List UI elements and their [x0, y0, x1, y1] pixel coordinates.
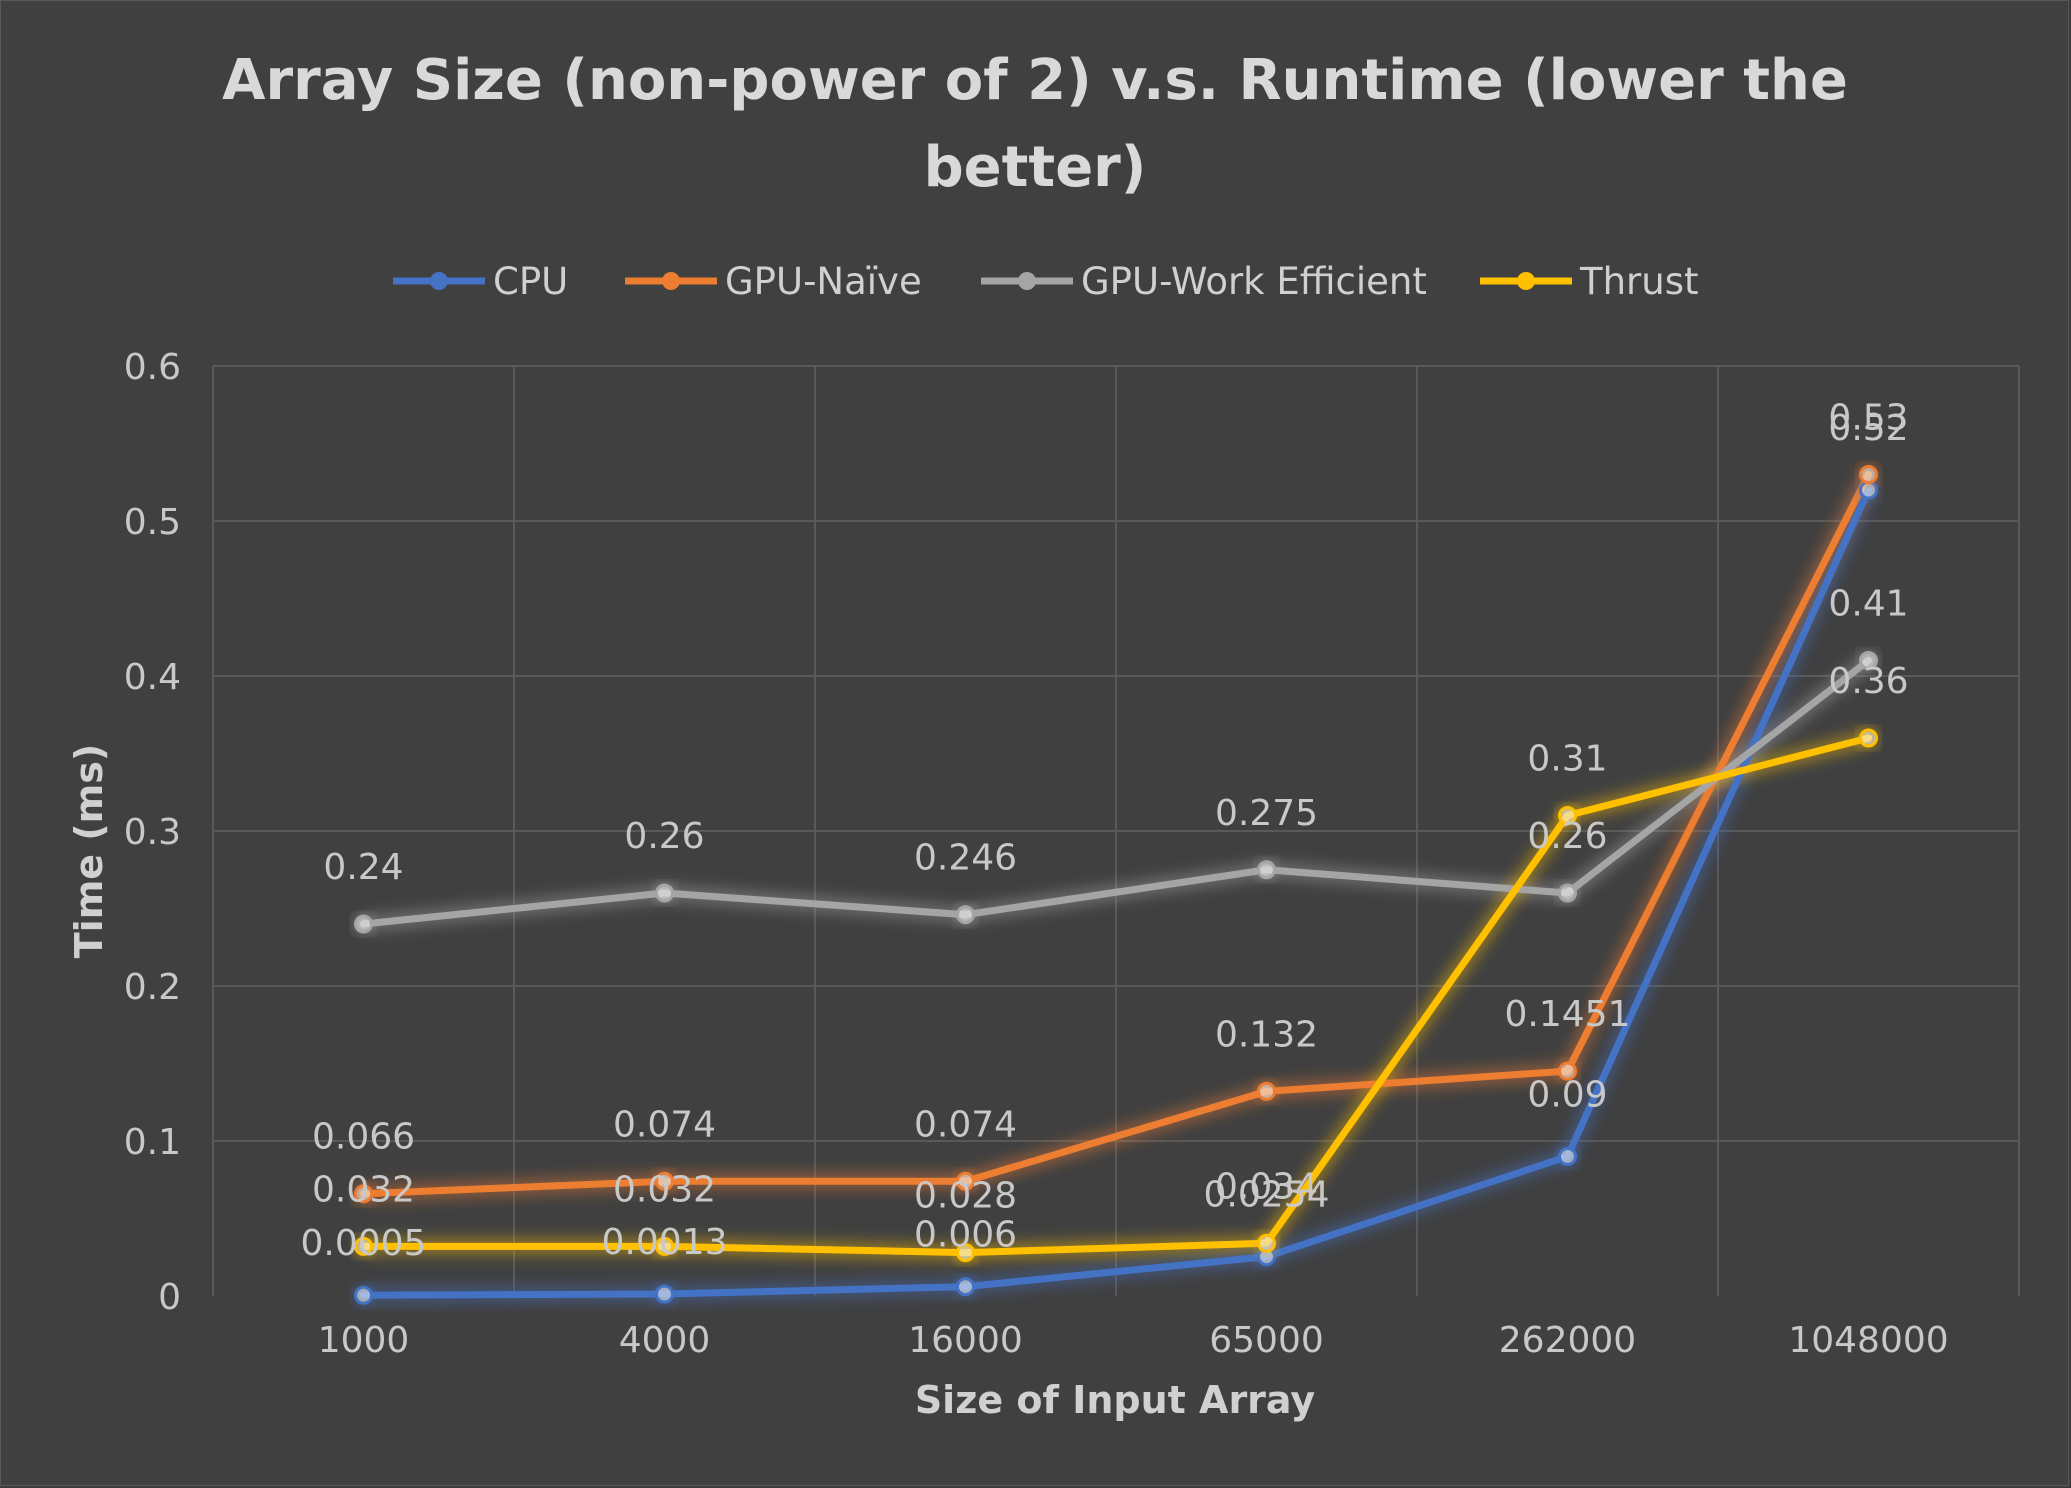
chart-title-line-2: better)	[924, 135, 1147, 200]
legend-item: GPU-Naïve	[625, 260, 922, 303]
data-labels: 0.0005 0.0013 0.006 0.0254 0.09 0.52 0.066 0.07…	[301, 398, 1909, 1265]
x-axis-ticks: 1000 4000 16000 65000 262000 1048000	[318, 1320, 1949, 1361]
data-label: 0.132	[1215, 1014, 1318, 1055]
y-axis-title: Time (ms)	[67, 744, 111, 959]
series-points	[353, 464, 1879, 1306]
x-tick-label: 1048000	[1788, 1320, 1948, 1361]
legend-item: GPU-Work Efficient	[981, 260, 1427, 303]
x-axis-title: Size of Input Array	[915, 1378, 1316, 1422]
data-label: 0.034	[1215, 1166, 1318, 1207]
legend-item: Thrust	[1480, 260, 1699, 303]
data-label: 0.31	[1527, 739, 1607, 780]
data-point	[956, 1243, 975, 1263]
y-axis-ticks: 0 0.1 0.2 0.3 0.4 0.5 0.6	[124, 347, 181, 1318]
data-point	[655, 883, 674, 903]
data-label: 0.275	[1215, 793, 1318, 834]
data-point	[956, 905, 975, 925]
y-tick-label: 0.2	[124, 967, 181, 1008]
data-point	[655, 1284, 674, 1304]
data-point	[655, 1171, 674, 1191]
data-label: 0.52	[1828, 408, 1908, 449]
data-point	[354, 914, 373, 934]
data-point	[1558, 1147, 1577, 1166]
legend: CPU GPU-Naïve GPU-Work Efficient Thrust	[393, 260, 1699, 303]
y-tick-label: 0.4	[124, 657, 181, 698]
data-point	[1558, 806, 1577, 825]
series-lines	[360, 471, 1872, 1299]
data-label: 0.032	[613, 1169, 716, 1210]
data-point	[354, 1184, 373, 1204]
series-line	[360, 471, 1872, 1198]
data-point	[1859, 728, 1878, 748]
legend-label: GPU-Naïve	[725, 260, 922, 303]
data-label: 0.032	[312, 1169, 415, 1210]
legend-swatch-marker	[1018, 272, 1036, 290]
data-label: 0.36	[1828, 661, 1908, 702]
y-tick-label: 0.6	[124, 347, 181, 388]
x-tick-label: 65000	[1209, 1320, 1324, 1361]
data-label: 0.0013	[602, 1222, 728, 1263]
y-tick-label: 0.3	[124, 812, 181, 853]
y-tick-label: 0	[158, 1277, 181, 1318]
series-line	[360, 657, 1872, 928]
y-tick-label: 0.1	[124, 1122, 181, 1163]
data-point	[1558, 1061, 1577, 1081]
x-tick-label: 262000	[1499, 1320, 1636, 1361]
data-label: 0.006	[914, 1215, 1017, 1256]
data-point	[956, 1171, 975, 1191]
data-label: 0.26	[624, 816, 704, 857]
data-point	[1859, 465, 1878, 484]
legend-swatch-marker	[430, 272, 448, 290]
legend-swatch-marker	[1517, 272, 1535, 290]
legend-label: Thrust	[1579, 260, 1699, 303]
data-label: 0.1451	[1505, 994, 1631, 1035]
data-label: 0.0005	[301, 1223, 427, 1264]
data-label: 0.09	[1527, 1075, 1607, 1116]
data-point	[956, 1277, 975, 1297]
data-point	[1257, 1233, 1276, 1253]
data-label: 0.0254	[1204, 1175, 1330, 1216]
data-label: 0.074	[914, 1104, 1017, 1145]
data-point	[1257, 860, 1276, 880]
series-line	[360, 486, 1872, 1299]
data-label: 0.066	[312, 1117, 415, 1158]
legend-label: CPU	[493, 260, 568, 303]
series-line	[360, 734, 1872, 1257]
legend-item: CPU	[393, 260, 568, 303]
data-point	[354, 1236, 373, 1256]
data-label: 0.24	[323, 847, 403, 888]
data-label: 0.028	[914, 1176, 1017, 1217]
legend-label: GPU-Work Efficient	[1081, 260, 1427, 303]
data-label: 0.246	[914, 838, 1017, 879]
data-label: 0.41	[1828, 584, 1908, 625]
data-point	[1558, 883, 1577, 903]
gridlines	[212, 365, 2020, 1296]
x-tick-label: 16000	[908, 1320, 1023, 1361]
data-label: 0.26	[1527, 816, 1607, 857]
data-point	[1257, 1081, 1276, 1101]
x-tick-label: 4000	[619, 1320, 711, 1361]
data-point	[655, 1236, 674, 1256]
y-tick-label: 0.5	[124, 502, 181, 543]
data-point	[354, 1285, 373, 1305]
x-tick-label: 1000	[318, 1320, 410, 1361]
data-label: 0.53	[1828, 398, 1908, 439]
chart-title-line-1: Array Size (non-power of 2) v.s. Runtime…	[222, 48, 1848, 113]
legend-swatch-marker	[662, 272, 680, 290]
data-label: 0.074	[613, 1104, 716, 1145]
data-point	[1859, 651, 1878, 670]
